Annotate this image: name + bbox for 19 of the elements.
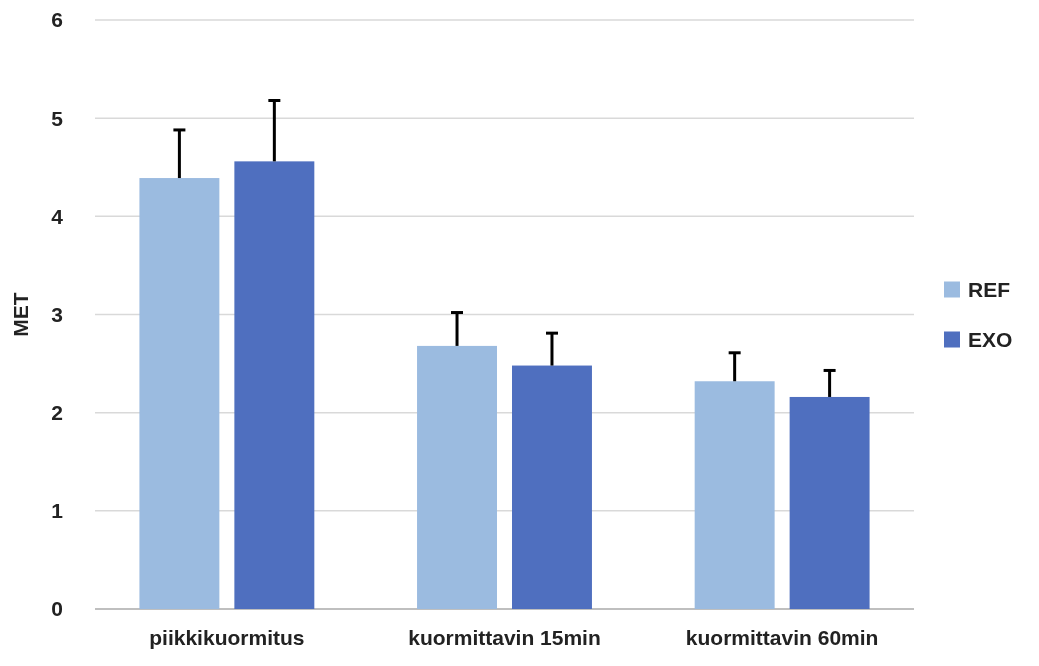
y-tick-label: 1 <box>51 499 64 523</box>
legend-label: EXO <box>968 327 1013 351</box>
bar <box>512 365 592 609</box>
y-tick-label: 4 <box>51 204 64 228</box>
bar <box>789 396 870 609</box>
bar <box>234 161 315 609</box>
y-tick-label: 5 <box>51 106 64 130</box>
bar <box>139 178 220 609</box>
y-tick-label: 2 <box>51 401 63 425</box>
x-tick-label: kuormittavin 15min <box>408 626 601 649</box>
y-tick-label: 3 <box>51 302 63 326</box>
bar <box>417 345 497 609</box>
x-tick-label: piikkikuormitus <box>149 626 305 649</box>
bar <box>694 381 775 609</box>
x-tick-label: kuormittavin 60min <box>685 626 879 649</box>
y-tick-label: 0 <box>51 597 63 621</box>
legend-label: REF <box>968 277 1011 301</box>
y-tick-label: 6 <box>51 8 63 32</box>
y-axis-title: MET <box>9 292 32 337</box>
